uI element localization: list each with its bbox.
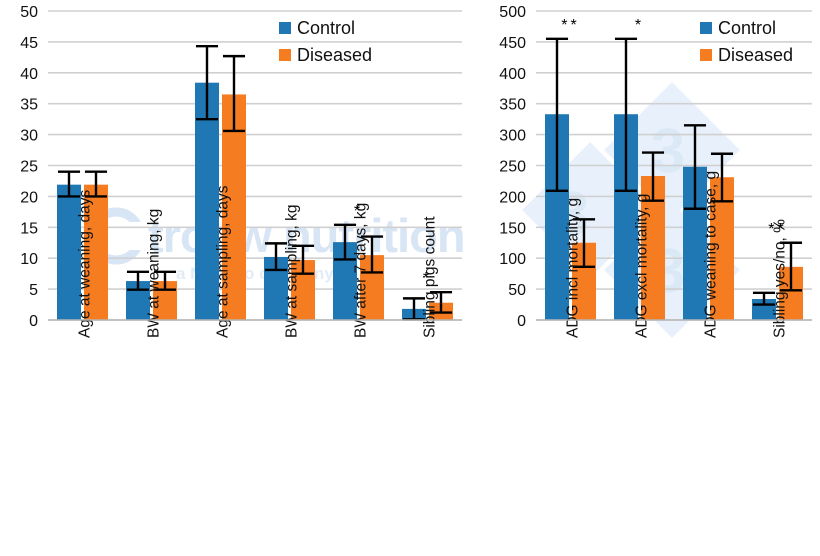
right-chart-panel: 0 50 100 150 200 250 300 350 400 450 500 ADG incl m… — [499, 4, 812, 338]
x-axis-category-label: BW at weaning, kg — [146, 209, 163, 338]
error-bar — [683, 124, 707, 210]
x-axis-category-label: Sibling yes/no, % — [772, 219, 789, 338]
x-axis-category-label: BW after 7 days, kg — [353, 203, 370, 338]
y-axis-tick-label: 35 — [20, 97, 38, 114]
error-bar — [264, 242, 288, 272]
y-axis-tick-label: 400 — [499, 66, 526, 83]
error-bar — [291, 244, 315, 275]
bar-diseased — [84, 184, 108, 320]
legend-swatch-diseased — [279, 49, 291, 61]
y-axis-tick-label: 0 — [517, 313, 526, 330]
y-axis-tick-label: 20 — [20, 189, 38, 206]
error-bar — [360, 235, 384, 274]
legend-label-control: Control — [297, 18, 355, 38]
significance-marker: * — [635, 17, 644, 34]
y-axis-tick-label: 450 — [499, 35, 526, 52]
bar-control — [57, 184, 81, 320]
y-axis-tick-label: 25 — [20, 159, 38, 176]
y-axis-tick-label: 15 — [20, 220, 38, 237]
y-axis-tick-label: 50 — [508, 282, 526, 299]
significance-marker: * — [354, 203, 363, 220]
x-axis-category-label: ADG incl mortality, g — [565, 198, 582, 338]
significance-marker: * — [423, 270, 432, 287]
y-axis-tick-label: 10 — [20, 251, 38, 268]
x-axis-category-label: Age at sampling, days — [215, 185, 232, 338]
x-axis-category-label: ADG weaning to case, g — [703, 171, 720, 338]
error-bar — [614, 37, 638, 193]
error-bar — [126, 270, 150, 291]
y-axis-tick-label: 5 — [29, 282, 38, 299]
error-bar — [222, 54, 246, 133]
bar-control — [195, 82, 219, 320]
y-axis-tick-label: 40 — [20, 66, 38, 83]
x-axis-category-label: BW at sampling, kg — [284, 204, 301, 338]
left-chart-panel: 0 5 10 15 20 25 30 35 40 45 50 Age at weaning, days… — [20, 4, 462, 338]
y-axis-tick-label: 50 — [20, 4, 38, 21]
y-axis-tick-label: 300 — [499, 128, 526, 145]
y-axis-tick-label: 200 — [499, 189, 526, 206]
x-axis-category-label: Sibling pigs count — [422, 216, 439, 338]
y-axis-tick-label: 250 — [499, 159, 526, 176]
error-bar — [572, 218, 596, 269]
y-axis-tick-label: 45 — [20, 35, 38, 52]
error-bar — [333, 223, 357, 261]
y-axis-tick-label: 30 — [20, 128, 38, 145]
legend-label-control: Control — [718, 18, 776, 38]
y-axis-tick-label: 150 — [499, 220, 526, 237]
error-bar — [429, 290, 453, 314]
legend-swatch-control — [700, 22, 712, 34]
error-bar — [57, 170, 81, 198]
y-axis-tick-label: 0 — [29, 313, 38, 330]
significance-marker: ** — [768, 221, 786, 238]
x-axis-category-label: ADG excl mortality, g — [634, 194, 651, 338]
legend-label-diseased: Diseased — [297, 45, 372, 65]
y-axis-tick-label: 100 — [499, 251, 526, 268]
error-bar — [710, 152, 734, 203]
legend-label-diseased: Diseased — [718, 45, 793, 65]
y-axis-tick-label: 500 — [499, 4, 526, 21]
error-bar — [84, 170, 108, 198]
x-axis-category-label: Age at weaning, days — [77, 190, 94, 338]
y-axis-tick-label: 350 — [499, 97, 526, 114]
error-bar — [153, 270, 177, 291]
error-bar — [779, 241, 803, 292]
significance-marker: ** — [561, 17, 579, 34]
error-bar — [641, 151, 665, 202]
error-bar — [195, 45, 219, 121]
legend-swatch-diseased — [700, 49, 712, 61]
error-bar — [545, 37, 569, 193]
error-bar — [752, 291, 776, 306]
legend-swatch-control — [279, 22, 291, 34]
